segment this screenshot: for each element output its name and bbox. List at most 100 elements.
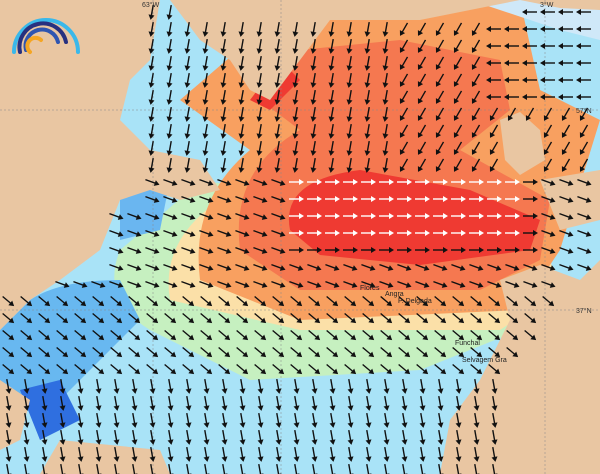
wave-arrow [506, 329, 519, 341]
wave-arrow [343, 230, 358, 236]
wave-arrow [577, 229, 592, 237]
wave-arrow [380, 346, 393, 358]
wave-arrow [453, 90, 463, 104]
wave-arrow [437, 412, 444, 428]
wave-arrow [56, 363, 69, 375]
wave-arrow [163, 246, 178, 254]
wave-arrow [398, 295, 411, 307]
wave-arrow [184, 123, 191, 139]
wave-arrow [166, 89, 173, 105]
wave-arrow [167, 429, 174, 445]
wave-arrow [182, 346, 195, 358]
wave-arrow [184, 106, 191, 122]
wave-arrow [257, 463, 264, 474]
wave-arrow [486, 60, 501, 66]
wave-arrow [417, 107, 427, 121]
wave-arrow [491, 429, 498, 445]
wave-arrow [471, 56, 481, 70]
wave-arrow [379, 263, 394, 271]
wave-arrow [433, 247, 448, 253]
wave-arrow [307, 280, 322, 288]
wave-arrow [203, 446, 210, 462]
wave-arrow [505, 247, 520, 253]
wave-arrow [95, 446, 102, 462]
wave-arrow [203, 463, 210, 474]
wave-arrow [452, 329, 465, 341]
wave-arrow [328, 38, 335, 54]
wave-arrow [73, 280, 88, 288]
wave-arrow [524, 295, 537, 307]
wave-arrow [576, 9, 591, 15]
wave-arrow [56, 312, 69, 324]
wave-arrow [202, 89, 209, 105]
wave-arrow [311, 463, 318, 474]
wave-arrow [433, 280, 448, 288]
wave-arrow [397, 179, 412, 185]
lat-label-37n: 37°N [576, 307, 592, 315]
wave-arrow [185, 412, 192, 428]
wave-arrow [379, 230, 394, 236]
wave-arrow [523, 196, 538, 202]
wave-arrow [419, 429, 426, 445]
wave-arrow [455, 395, 462, 411]
wave-arrow [522, 77, 537, 83]
wave-arrow [433, 179, 448, 185]
wave-arrow [199, 263, 214, 271]
wave-arrow [326, 346, 339, 358]
wave-arrow [293, 463, 300, 474]
wave-arrow [257, 412, 264, 428]
lon-label-63w: 63°W [142, 1, 160, 9]
wave-arrow [256, 38, 263, 54]
wave-arrow [128, 295, 141, 307]
wave-arrow [92, 346, 105, 358]
wave-arrow [382, 123, 389, 139]
wave-arrow [486, 43, 501, 49]
wave-arrow [23, 446, 30, 462]
wave-arrow [5, 429, 12, 445]
wave-arrow [577, 212, 592, 220]
wave-arrow [311, 429, 318, 445]
wave-arrow [365, 446, 372, 462]
graticule-labels: 63°W 3°W 57°N 37°N [142, 1, 592, 315]
wave-arrow [77, 378, 84, 394]
wave-arrow [399, 158, 409, 172]
wave-arrow [362, 295, 375, 307]
wave-arrow [275, 463, 282, 474]
wave-arrow [346, 106, 353, 122]
wave-arrow [131, 378, 138, 394]
wave-arrow [328, 89, 335, 105]
wave-arrow [364, 106, 371, 122]
wave-arrow [364, 157, 371, 173]
wave-arrow [95, 378, 102, 394]
wave-arrow [235, 195, 250, 203]
wave-arrow [435, 90, 445, 104]
wave-arrow [469, 247, 484, 253]
wave-arrow [166, 106, 173, 122]
wave-arrow [127, 246, 142, 254]
wave-arrow [199, 212, 214, 220]
wave-arrow [346, 157, 353, 173]
wave-arrow [202, 140, 209, 156]
wave-arrow [146, 363, 159, 375]
wave-arrow [220, 140, 227, 156]
wave-arrow [365, 378, 372, 394]
wave-arrow [77, 429, 84, 445]
wave-arrow [343, 213, 358, 219]
wave-arrow [325, 196, 340, 202]
wave-arrow [166, 72, 173, 88]
wave-arrow [95, 429, 102, 445]
wave-arrow [523, 213, 538, 219]
wave-arrow [433, 213, 448, 219]
wave-arrow [310, 157, 317, 173]
wave-arrow [380, 312, 393, 324]
wave-arrow [256, 55, 263, 71]
wave-arrow [182, 312, 195, 324]
wave-arrow [522, 26, 537, 32]
lon-label-3w: 3°W [540, 1, 554, 9]
wave-arrow [524, 312, 537, 324]
wave-arrow [307, 196, 322, 202]
wave-arrow [415, 247, 430, 253]
wave-arrow [109, 280, 124, 288]
wave-arrow [275, 429, 282, 445]
